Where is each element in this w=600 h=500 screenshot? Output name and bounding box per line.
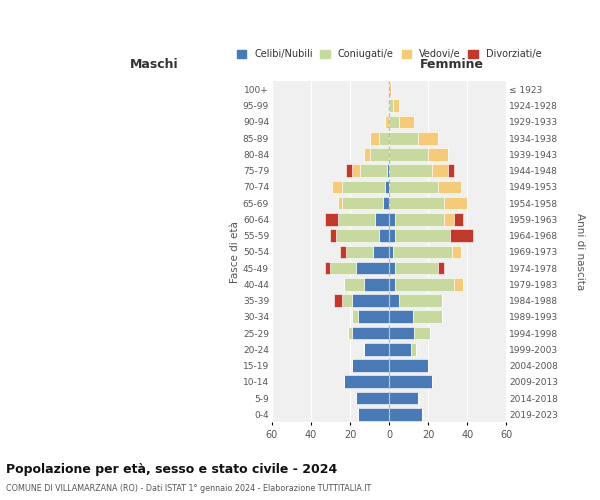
Bar (387, 164, 389, 177)
Bar (389, 230, 395, 242)
Bar (352, 294, 389, 307)
Bar (389, 376, 432, 388)
Bar (352, 164, 360, 177)
Bar (389, 294, 399, 307)
Bar (385, 180, 389, 193)
Bar (449, 230, 473, 242)
Bar (325, 213, 338, 226)
Bar (389, 116, 399, 128)
Bar (389, 100, 393, 112)
Bar (389, 262, 395, 274)
Bar (444, 197, 467, 209)
Bar (364, 148, 370, 160)
Bar (389, 132, 418, 144)
Bar (395, 278, 454, 290)
Y-axis label: Anni di nascita: Anni di nascita (575, 213, 585, 290)
Bar (413, 310, 442, 323)
Bar (452, 246, 461, 258)
Bar (373, 246, 389, 258)
Bar (364, 343, 389, 355)
Bar (346, 164, 352, 177)
Bar (352, 359, 389, 372)
Bar (389, 408, 422, 420)
Bar (399, 116, 415, 128)
Bar (389, 180, 438, 193)
Bar (389, 197, 444, 209)
Bar (410, 343, 416, 355)
Bar (385, 116, 389, 128)
Bar (334, 294, 342, 307)
Bar (342, 180, 385, 193)
Bar (389, 343, 410, 355)
Bar (393, 100, 399, 112)
Legend: Celibi/Nubili, Coniugati/e, Vedovi/e, Divorziati/e: Celibi/Nubili, Coniugati/e, Vedovi/e, Di… (233, 46, 545, 63)
Bar (379, 132, 389, 144)
Bar (389, 213, 395, 226)
Bar (393, 246, 452, 258)
Bar (358, 310, 389, 323)
Bar (356, 262, 389, 274)
Bar (379, 230, 389, 242)
Bar (346, 246, 373, 258)
Bar (344, 278, 364, 290)
Bar (352, 326, 389, 340)
Text: Popolazione per età, sesso e stato civile - 2024: Popolazione per età, sesso e stato civil… (6, 462, 337, 475)
Bar (389, 278, 395, 290)
Bar (348, 326, 352, 340)
Bar (376, 213, 389, 226)
Bar (432, 164, 448, 177)
Text: Maschi: Maschi (130, 58, 179, 71)
Text: COMUNE DI VILLAMARZANA (RO) - Dati ISTAT 1° gennaio 2024 - Elaborazione TUTTITAL: COMUNE DI VILLAMARZANA (RO) - Dati ISTAT… (6, 484, 371, 493)
Bar (358, 408, 389, 420)
Bar (395, 230, 449, 242)
Bar (364, 278, 389, 290)
Bar (399, 294, 442, 307)
Bar (340, 246, 346, 258)
Bar (428, 148, 448, 160)
Bar (395, 213, 444, 226)
Bar (331, 262, 356, 274)
Bar (389, 164, 432, 177)
Bar (444, 213, 454, 226)
Bar (331, 230, 336, 242)
Bar (448, 164, 454, 177)
Bar (360, 164, 387, 177)
Bar (338, 213, 376, 226)
Bar (438, 262, 444, 274)
Bar (332, 180, 342, 193)
Bar (370, 132, 379, 144)
Bar (356, 392, 389, 404)
Bar (389, 359, 428, 372)
Bar (395, 262, 438, 274)
Bar (438, 180, 461, 193)
Bar (325, 262, 331, 274)
Bar (454, 278, 463, 290)
Bar (389, 310, 413, 323)
Bar (415, 326, 430, 340)
Bar (389, 326, 415, 340)
Bar (418, 132, 438, 144)
Bar (336, 230, 379, 242)
Bar (338, 197, 342, 209)
Bar (342, 294, 352, 307)
Bar (389, 392, 418, 404)
Bar (342, 197, 383, 209)
Bar (389, 148, 428, 160)
Y-axis label: Fasce di età: Fasce di età (230, 221, 240, 283)
Bar (370, 148, 389, 160)
Text: Femmine: Femmine (421, 58, 484, 71)
Bar (352, 310, 358, 323)
Bar (383, 197, 389, 209)
Bar (389, 246, 393, 258)
Bar (389, 83, 391, 96)
Bar (344, 376, 389, 388)
Bar (454, 213, 463, 226)
